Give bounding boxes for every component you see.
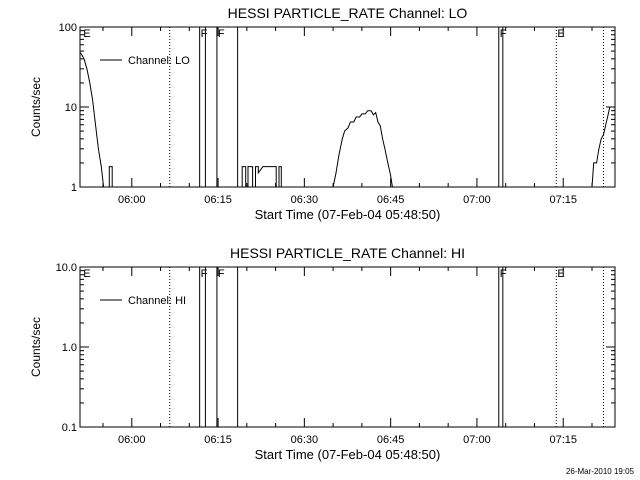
data-line xyxy=(332,110,393,188)
x-tick-label: 06:00 xyxy=(118,434,146,446)
flag-label: E xyxy=(557,28,564,40)
x-tick-label: 06:30 xyxy=(291,194,319,206)
x-tick-label: 06:15 xyxy=(204,434,232,446)
flag-label: F xyxy=(218,268,225,280)
x-tick-label: 07:15 xyxy=(549,194,577,206)
chart-title: HESSI PARTICLE_RATE Channel: HI xyxy=(230,245,465,261)
plot-timestamp: 26-Mar-2010 19:05 xyxy=(565,467,634,476)
plot-frame xyxy=(79,266,616,428)
y-tick-label: 10 xyxy=(65,102,77,114)
y-tick-label: 1.0 xyxy=(62,342,77,354)
y-tick-label: 1 xyxy=(71,182,77,194)
y-tick-label: 10.0 xyxy=(56,262,77,274)
flag-label: E xyxy=(83,268,90,280)
plot-frame xyxy=(79,26,616,188)
x-tick-label: 07:15 xyxy=(549,434,577,446)
x-tick-label: 07:00 xyxy=(463,194,491,206)
x-axis-label: Start Time (07-Feb-04 05:48:50) xyxy=(255,447,441,462)
y-axis-label: Counts/sec xyxy=(29,77,43,137)
flag-label: E xyxy=(83,28,90,40)
y-tick-label: 100 xyxy=(59,22,77,34)
data-line xyxy=(591,106,611,188)
x-tick-label: 06:45 xyxy=(377,194,405,206)
x-tick-label: 06:00 xyxy=(118,194,146,206)
legend-label: Channel: LO xyxy=(128,55,190,67)
legend-label: Channel: HI xyxy=(128,295,186,307)
flag-label: F xyxy=(201,268,208,280)
x-axis-label: Start Time (07-Feb-04 05:48:50) xyxy=(255,207,441,222)
flag-label: F xyxy=(201,28,208,40)
x-tick-label: 06:15 xyxy=(204,194,232,206)
flag-label: E xyxy=(557,268,564,280)
x-tick-label: 06:45 xyxy=(377,434,405,446)
x-tick-label: 06:30 xyxy=(291,434,319,446)
data-line xyxy=(241,166,282,188)
data-line xyxy=(108,166,113,187)
chart-title: HESSI PARTICLE_RATE Channel: LO xyxy=(228,5,468,21)
x-tick-label: 07:00 xyxy=(463,434,491,446)
data-line xyxy=(79,52,105,188)
y-axis-label: Counts/sec xyxy=(29,317,43,377)
flag-label: F xyxy=(218,28,225,40)
y-tick-label: 0.1 xyxy=(62,422,77,434)
